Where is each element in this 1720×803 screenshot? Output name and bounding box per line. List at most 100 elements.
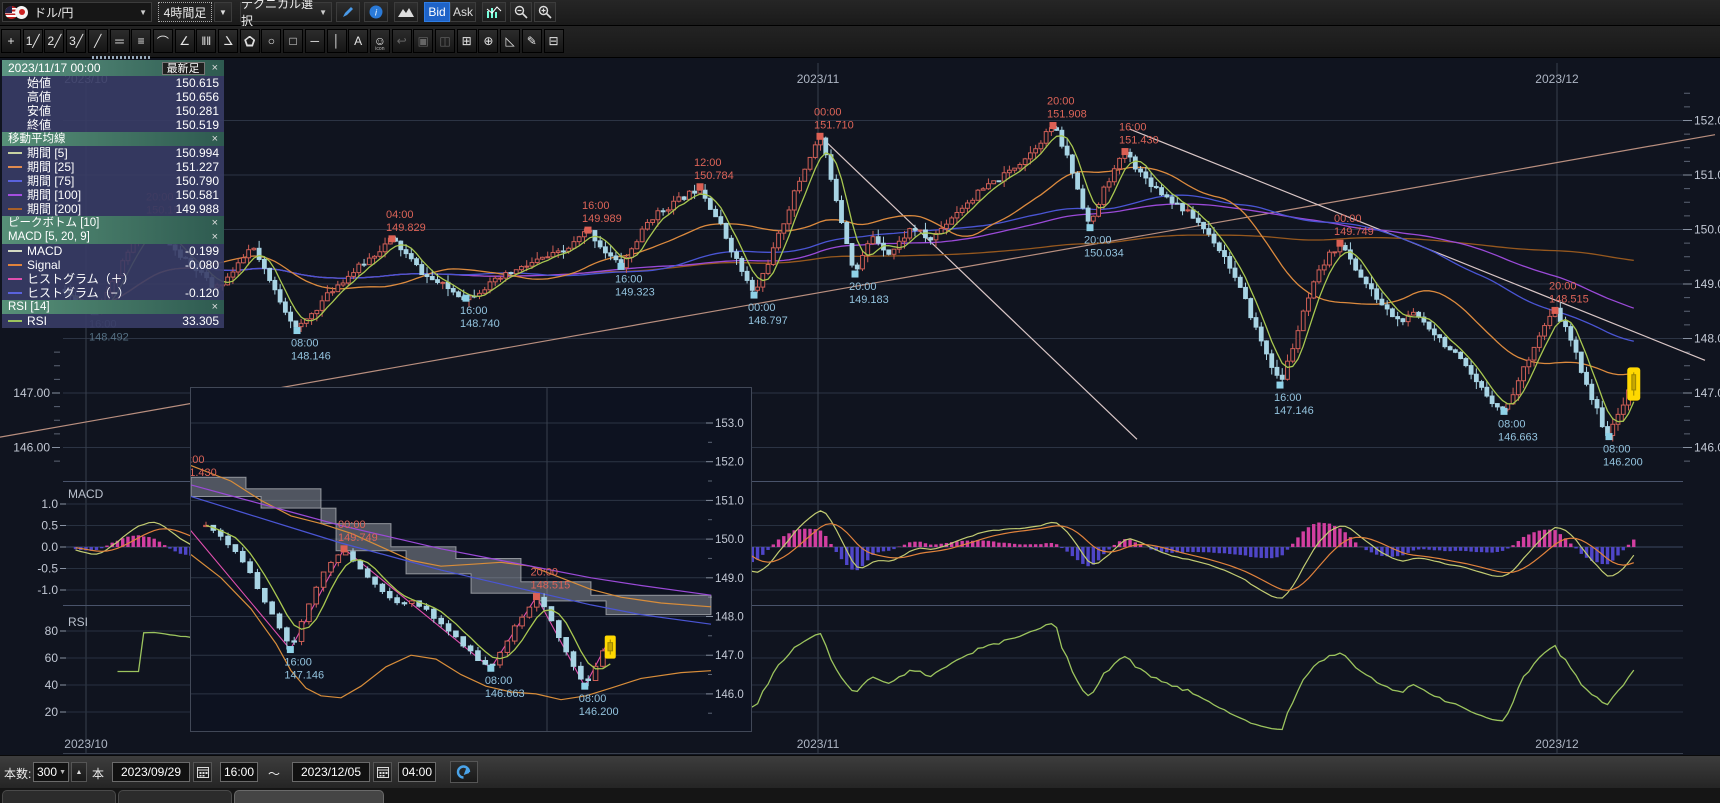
pentagon-tool[interactable] bbox=[239, 29, 260, 53]
parallel-lines-tool-icon: ＝ bbox=[113, 34, 126, 49]
svg-text:40: 40 bbox=[45, 678, 59, 692]
bid-label: Bid bbox=[428, 5, 446, 19]
time-from-input[interactable]: 16:00 bbox=[220, 762, 258, 782]
trendline-3-tool[interactable]: 3╱ bbox=[66, 29, 87, 53]
close-icon[interactable]: × bbox=[211, 301, 218, 313]
svg-text:20: 20 bbox=[45, 705, 59, 719]
line-color-swatch bbox=[8, 152, 22, 154]
symbol-select[interactable]: ドル/円 ▼ bbox=[2, 2, 152, 22]
chart-type-button[interactable] bbox=[482, 2, 506, 22]
history-tool[interactable]: ↩ bbox=[391, 29, 412, 53]
timeframe-select[interactable]: 4時間足 bbox=[158, 2, 212, 22]
multi-lines-tool[interactable]: ≡ bbox=[131, 29, 152, 53]
close-icon[interactable]: × bbox=[211, 133, 218, 145]
date-to-calendar-button[interactable] bbox=[373, 762, 392, 782]
refresh-range-button[interactable] bbox=[450, 761, 478, 783]
draw-settings-tool[interactable]: ✎ bbox=[521, 29, 542, 53]
bid-button[interactable]: Bid bbox=[424, 2, 450, 22]
info-button[interactable]: i bbox=[364, 2, 388, 22]
spinner-up-button[interactable]: ▲ bbox=[71, 762, 87, 782]
indicator-label: 終値 bbox=[27, 118, 52, 132]
indicator-label: 始値 bbox=[27, 76, 52, 90]
svg-text:0.5: 0.5 bbox=[41, 519, 58, 533]
indicator-info-panel[interactable]: 2023/11/17 00:00 最新足 × 始値 150.615 高値 150.65… bbox=[2, 56, 224, 328]
vertical-lines-tool[interactable]: ‖‖ bbox=[196, 29, 217, 53]
timeframe-dropdown-button[interactable]: ▼ bbox=[214, 2, 232, 22]
text-tool-icon: A bbox=[354, 34, 363, 48]
calendar-icon bbox=[376, 767, 389, 778]
ask-button[interactable]: Ask bbox=[450, 2, 476, 22]
layout-tool-icon: ◫ bbox=[439, 34, 451, 48]
line-color-swatch bbox=[8, 166, 22, 168]
bar-chart-icon bbox=[486, 6, 502, 18]
eraser-tool[interactable]: ◺ bbox=[500, 29, 521, 53]
bar-count-input[interactable]: 300 ▼ bbox=[33, 762, 69, 782]
indicator-label: MACD bbox=[27, 244, 63, 258]
bar-count-unit: 本 bbox=[92, 767, 105, 781]
line-color-swatch bbox=[8, 264, 22, 266]
template-tool[interactable]: ▣ bbox=[413, 29, 434, 53]
trendline-2-tool[interactable]: 2╱ bbox=[44, 29, 65, 53]
bar-count-label: 本数: bbox=[4, 767, 32, 781]
rectangle-tool-icon: □ bbox=[289, 34, 297, 48]
indicator-label: ヒストグラム（＋） bbox=[27, 272, 135, 286]
svg-text:146.00: 146.00 bbox=[13, 441, 50, 455]
date-to-input[interactable]: 2023/12/05 bbox=[292, 762, 370, 782]
clear-tool[interactable]: ⊟ bbox=[543, 29, 564, 53]
horizontal-line-tool-icon: ─ bbox=[310, 34, 320, 48]
vertical-line-tool[interactable]: │ bbox=[326, 29, 347, 53]
clear-tool-icon: ⊟ bbox=[548, 34, 559, 48]
magnifier-plus-icon bbox=[538, 5, 552, 19]
fan-lines-tool[interactable]: ∠ bbox=[174, 29, 195, 53]
mountain-chart-button[interactable] bbox=[394, 2, 418, 22]
indicator-row: ヒストグラム（−） -0.120 bbox=[2, 286, 224, 300]
circle-tool[interactable]: ○ bbox=[261, 29, 282, 53]
technical-label: テクニカル選択 bbox=[241, 0, 314, 28]
indicator-value: 150.281 bbox=[175, 104, 219, 118]
magnify-tool[interactable]: ⊕ bbox=[478, 29, 499, 53]
rectangle-tool[interactable]: □ bbox=[283, 29, 304, 53]
bottom-tab-2[interactable] bbox=[118, 790, 232, 803]
panel-drag-handle[interactable] bbox=[92, 56, 152, 59]
angle-lines-tool[interactable]: ∠ bbox=[218, 29, 238, 53]
arc-tool[interactable]: ⌒ bbox=[152, 29, 173, 53]
svg-text:RSI: RSI bbox=[68, 615, 88, 629]
indicator-value: 150.994 bbox=[175, 146, 219, 160]
text-tool[interactable]: A bbox=[348, 29, 369, 53]
date-from-input[interactable]: 2023/09/29 bbox=[112, 762, 190, 782]
close-icon[interactable]: × bbox=[211, 62, 218, 74]
bottom-tab-1[interactable] bbox=[2, 790, 116, 803]
ruler-tool[interactable]: ╱ bbox=[87, 29, 108, 53]
layout-tool[interactable]: ◫ bbox=[435, 29, 455, 53]
crosshair-tool[interactable]: + bbox=[1, 29, 21, 53]
bottom-tab-3-active[interactable] bbox=[234, 790, 384, 803]
svg-text:150.00: 150.00 bbox=[1694, 223, 1720, 237]
parallel-lines-tool[interactable]: ＝ bbox=[109, 29, 130, 53]
svg-text:149.0: 149.0 bbox=[715, 573, 744, 585]
indicator-label: 期間 [75] bbox=[27, 174, 75, 188]
horizontal-line-tool[interactable]: ─ bbox=[304, 29, 325, 53]
time-to-value: 04:00 bbox=[401, 765, 433, 779]
bar-count-value: 300 bbox=[37, 765, 58, 779]
indicator-value: 150.615 bbox=[175, 76, 219, 90]
indicator-row: 高値 150.656 bbox=[2, 90, 224, 104]
indicator-value: 150.656 bbox=[175, 90, 219, 104]
latest-candle-button[interactable]: 最新足 bbox=[161, 61, 205, 75]
time-to-input[interactable]: 04:00 bbox=[398, 762, 436, 782]
icon-stamp-tool[interactable]: ☺ icon bbox=[369, 29, 390, 53]
copy-tool[interactable]: ⊞ bbox=[456, 29, 477, 53]
close-icon[interactable]: × bbox=[211, 231, 218, 243]
close-icon[interactable]: × bbox=[211, 217, 218, 229]
arc-tool-icon: ⌒ bbox=[156, 34, 169, 49]
draw-pencil-button[interactable] bbox=[336, 2, 360, 22]
zoom-in-button[interactable] bbox=[534, 2, 556, 22]
spinner-down-icon[interactable]: ▼ bbox=[59, 768, 66, 776]
ruler-tool-icon: ╱ bbox=[94, 34, 102, 48]
indicator-value: -0.199 bbox=[184, 244, 219, 258]
zoom-out-button[interactable] bbox=[510, 2, 532, 22]
date-from-calendar-button[interactable] bbox=[193, 762, 212, 782]
inset-chart-window[interactable]: 153.0 152.0 151.0 150.0 149.0 148.0 147.0 146.0… bbox=[151, 387, 752, 732]
trendline-1-tool[interactable]: 1╱ bbox=[22, 29, 43, 53]
technical-select-button[interactable]: テクニカル選択 ▼ bbox=[240, 0, 332, 28]
